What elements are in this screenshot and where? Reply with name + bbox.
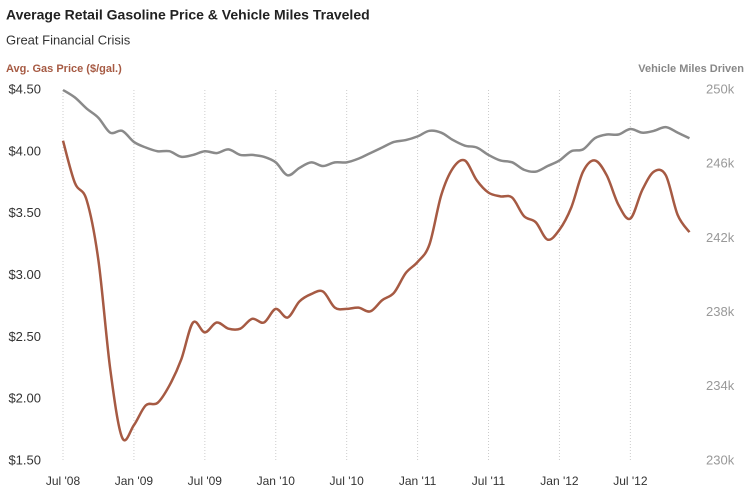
series-line [61, 140, 691, 442]
y2-tick-label: 238k [706, 304, 735, 319]
series-line [62, 88, 690, 177]
x-tick-label: Jul '09 [188, 474, 223, 488]
x-tick-label: Jan '11 [399, 474, 437, 488]
y-tick-label: $3.00 [8, 267, 41, 282]
x-tick-label: Jan '12 [540, 474, 579, 488]
x-tick-label: Jul '11 [472, 474, 506, 488]
x-tick-label: Jan '09 [115, 474, 154, 488]
y2-tick-label: 230k [706, 452, 735, 467]
y-tick-label: $1.50 [8, 452, 41, 467]
chart-title: Average Retail Gasoline Price & Vehicle … [6, 7, 370, 23]
y-tick-label: $4.50 [8, 81, 41, 96]
y-tick-label: $4.00 [8, 143, 41, 158]
x-tick-label: Jul '10 [330, 474, 365, 488]
y-tick-label: $3.50 [8, 205, 41, 220]
x-tick-label: Jan '10 [257, 474, 296, 488]
y2-axis-title: Vehicle Miles Driven [638, 63, 744, 75]
x-tick-label: Jul '12 [613, 474, 648, 488]
y-tick-label: $2.50 [8, 329, 41, 344]
y2-tick-label: 250k [706, 81, 735, 96]
y-tick-label: $2.00 [8, 391, 41, 406]
x-tick-label: Jul '08 [46, 474, 81, 488]
y2-tick-label: 242k [706, 230, 735, 245]
y2-tick-label: 234k [706, 378, 735, 393]
y2-tick-label: 246k [706, 156, 735, 171]
chart-subtitle: Great Financial Crisis [6, 32, 131, 47]
y-axis-title: Avg. Gas Price ($/gal.) [6, 63, 122, 75]
